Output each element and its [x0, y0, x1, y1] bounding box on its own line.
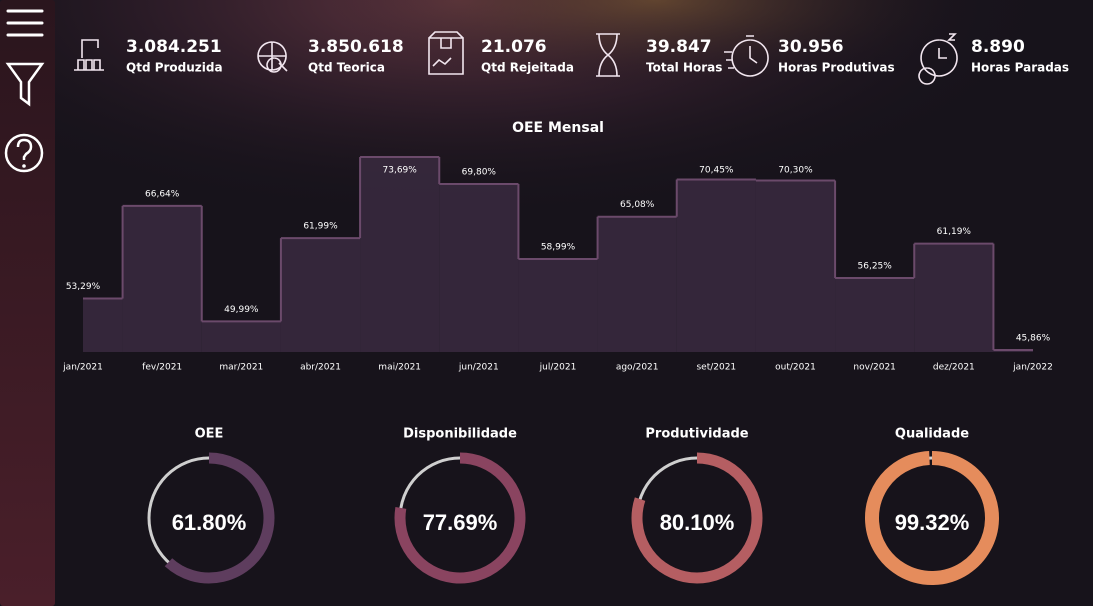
gauge-arc	[394, 452, 526, 584]
gauge-title: OEE	[195, 427, 224, 442]
kpi-icon	[724, 35, 769, 77]
kpi-label: Horas Produtivas	[778, 61, 895, 75]
x-tick-label: fev/2021	[142, 363, 182, 373]
help-button[interactable]	[4, 133, 44, 173]
x-tick-label: ago/2021	[616, 363, 659, 373]
data-label: 56,25%	[858, 261, 893, 271]
gauge-value: 80.10%	[660, 510, 735, 535]
data-label: 66,64%	[145, 189, 180, 199]
step-area	[439, 183, 519, 352]
x-tick-label: jan/2021	[62, 363, 103, 373]
kpi-icon	[596, 33, 620, 77]
gauge-value: 77.69%	[423, 510, 498, 535]
kpi-label: Total Horas	[646, 61, 722, 75]
kpi-value: 39.847	[646, 37, 712, 57]
x-tick-label: jul/2021	[539, 363, 577, 373]
step-area	[280, 238, 361, 352]
kpi-value: 3.850.618	[308, 37, 404, 57]
data-label: 45,86%	[1016, 334, 1051, 344]
menu-button[interactable]	[6, 9, 44, 37]
gauge-title: Qualidade	[895, 427, 969, 442]
kpi-label: Qtd Rejeitada	[481, 61, 574, 75]
data-label: 65,08%	[620, 200, 655, 210]
data-label: 70,30%	[778, 166, 813, 176]
step-area	[201, 321, 281, 352]
kpi-label: Horas Paradas	[971, 61, 1069, 75]
data-label: 70,45%	[699, 166, 734, 176]
step-area	[914, 243, 994, 352]
kpi-label: Qtd Teorica	[308, 61, 385, 75]
kpi-value: 30.956	[778, 37, 844, 57]
data-label: 53,29%	[66, 282, 101, 292]
kpi-icon	[918, 33, 958, 85]
gauge-value: 99.32%	[895, 510, 970, 535]
x-tick-label: nov/2021	[853, 363, 895, 373]
gauge-title: Produtividade	[645, 427, 748, 442]
gauge-value: 61.80%	[172, 510, 247, 535]
kpi-icon	[74, 39, 104, 71]
data-label: 49,99%	[224, 305, 259, 315]
step-area	[83, 298, 123, 352]
x-tick-label: set/2021	[696, 363, 736, 373]
data-label: 61,19%	[937, 227, 972, 237]
x-tick-label: mar/2021	[219, 363, 263, 373]
kpi-icon	[428, 31, 464, 75]
filter-button[interactable]	[5, 62, 45, 107]
kpi-icon	[257, 41, 288, 73]
sidebar	[0, 0, 55, 606]
x-tick-label: jan/2022	[1012, 363, 1053, 373]
step-area	[360, 157, 440, 352]
step-area	[676, 179, 756, 352]
data-label: 73,69%	[383, 166, 418, 176]
x-tick-label: mai/2021	[378, 363, 421, 373]
gauge-arc	[631, 452, 763, 584]
kpi-value: 8.890	[971, 37, 1025, 57]
step-area	[122, 205, 202, 352]
step-area	[755, 180, 836, 352]
kpi-value: 3.084.251	[126, 37, 222, 57]
kpi-icons	[74, 31, 958, 85]
chart-title: OEE Mensal	[512, 120, 604, 136]
x-tick-label: dez/2021	[933, 363, 975, 373]
step-area	[835, 277, 915, 352]
gauge-arc	[865, 451, 999, 585]
x-tick-label: abr/2021	[300, 363, 341, 373]
x-tick-label: out/2021	[775, 363, 816, 373]
data-label: 69,80%	[462, 167, 497, 177]
kpi-value: 21.076	[481, 37, 547, 57]
step-area	[597, 216, 677, 352]
gauge-title: Disponibilidade	[403, 427, 517, 442]
gauge-arc	[164, 452, 275, 584]
step-area	[518, 258, 598, 352]
data-label: 61,99%	[303, 222, 338, 232]
kpi-label: Qtd Produzida	[126, 61, 223, 75]
data-label: 58,99%	[541, 242, 576, 252]
x-tick-label: jun/2021	[458, 363, 499, 373]
